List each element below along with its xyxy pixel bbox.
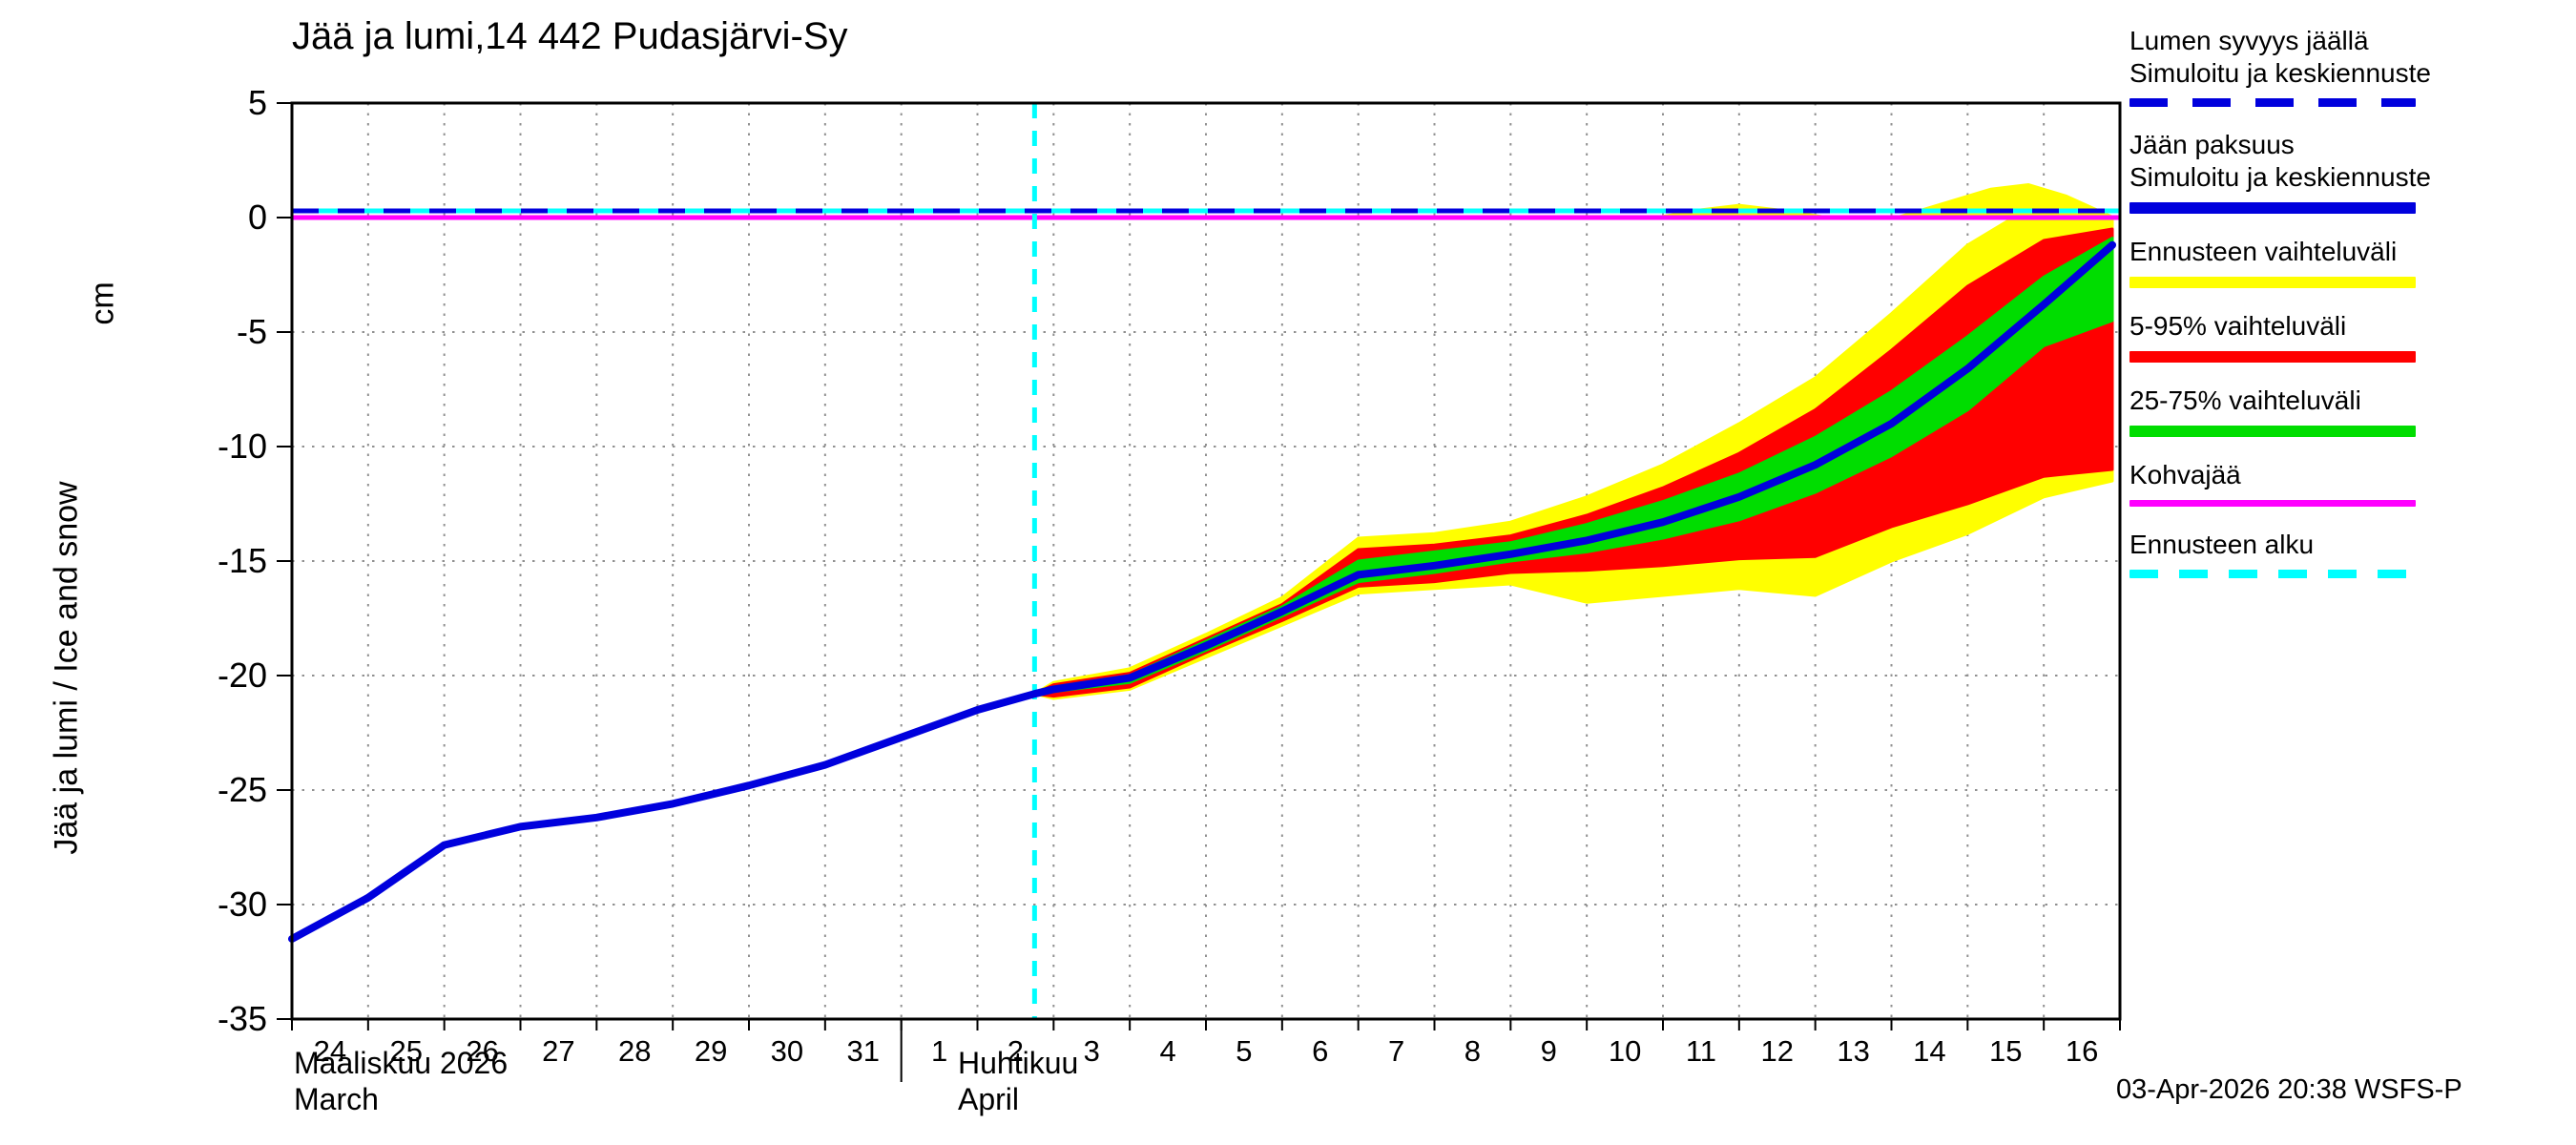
legend-item-ice-thickness: Jään paksuus Simuloitu ja keskiennuste	[2129, 129, 2576, 214]
x-tick-label: 7	[1388, 1034, 1404, 1068]
band-range-5-95	[1032, 227, 2114, 698]
x-tick-label: 10	[1609, 1034, 1641, 1068]
chart-title: Jää ja lumi,14 442 Pudasjärvi-Sy	[292, 15, 848, 57]
x-tick-label: 27	[542, 1034, 574, 1068]
legend-item-forecast-start: Ennusteen alku	[2129, 529, 2576, 578]
x-tick-label: 29	[695, 1034, 727, 1068]
x-tick-label: 1	[931, 1034, 947, 1068]
legend-label: 25-75% vaihteluväli	[2129, 385, 2361, 415]
ice-thickness-line	[288, 240, 2117, 943]
legend-item-25-75-range: 25-75% vaihteluväli	[2129, 385, 2576, 437]
x-tick-label: 13	[1837, 1034, 1869, 1068]
y-tick-label: 5	[248, 83, 267, 122]
band-range-25-75	[1032, 237, 2114, 696]
x-tick-label: 16	[2066, 1034, 2098, 1068]
legend-line-sample-red	[2129, 351, 2416, 363]
x-tick-label: 28	[618, 1034, 651, 1068]
x-tick-label: 15	[1989, 1034, 2022, 1068]
y-tick-label: -15	[218, 541, 267, 580]
x-tick-label: 6	[1312, 1034, 1328, 1068]
y-tick-label: -20	[218, 656, 267, 695]
legend-label: Jään paksuus	[2129, 130, 2295, 159]
legend-line-sample-green	[2129, 426, 2416, 437]
x-tick-label: 30	[771, 1034, 803, 1068]
x-axis-month-label-fi-march: Maaliskuu 2026	[294, 1046, 509, 1080]
x-axis-month-label-en-march: March	[294, 1082, 379, 1116]
x-tick-label: 25	[390, 1034, 423, 1068]
x-tick-label: 9	[1541, 1034, 1557, 1068]
legend-item-5-95-range: 5-95% vaihteluväli	[2129, 310, 2576, 363]
legend-line-sample-yellow	[2129, 277, 2416, 288]
legend-line-sample-cyan-dashed	[2129, 570, 2416, 578]
legend-item-kohvajaa: Kohvajää	[2129, 459, 2576, 507]
y-axis-unit-label: cm	[84, 281, 121, 325]
x-tick-label: 5	[1236, 1034, 1252, 1068]
legend-label: Simuloitu ja keskiennuste	[2129, 58, 2431, 88]
x-tick-label: 4	[1159, 1034, 1175, 1068]
y-axis-label: Jää ja lumi / Ice and snow	[48, 481, 85, 855]
generation-timestamp: 03-Apr-2026 20:38 WSFS-P	[2116, 1074, 2462, 1105]
legend-label: Ennusteen vaihteluväli	[2129, 237, 2398, 266]
y-tick-label: -30	[218, 885, 267, 924]
x-tick-label: 12	[1761, 1034, 1794, 1068]
y-tick-label: -25	[218, 770, 267, 809]
x-axis-month-label-en-april: April	[958, 1082, 1020, 1116]
x-tick-label: 14	[1913, 1034, 1945, 1068]
legend-label: 5-95% vaihteluväli	[2129, 311, 2347, 341]
legend-label: Kohvajää	[2129, 460, 2241, 489]
y-tick-label: -10	[218, 427, 267, 466]
legend-line-sample-blue-dashed	[2129, 98, 2416, 107]
legend-item-forecast-range: Ennusteen vaihteluväli	[2129, 236, 2576, 288]
x-tick-label: 2	[1008, 1034, 1024, 1068]
x-tick-label: 31	[847, 1034, 880, 1068]
plot-border	[290, 101, 2122, 1021]
x-tick-label: 3	[1084, 1034, 1100, 1068]
legend-item-snow-depth: Lumen syvyys jäällä Simuloitu ja keskien…	[2129, 25, 2576, 107]
y-tick-label: -35	[218, 999, 267, 1038]
legend-line-sample-blue-solid	[2129, 202, 2416, 214]
legend-label: Ennusteen alku	[2129, 530, 2315, 559]
x-tick-label: 11	[1686, 1034, 1716, 1068]
y-tick-label: 0	[248, 198, 267, 237]
legend-label: Lumen syvyys jäällä	[2129, 26, 2369, 55]
x-tick-label: 26	[466, 1034, 498, 1068]
legend-line-sample-magenta	[2129, 500, 2416, 507]
x-axis-month-label-fi-april: Huhtikuu	[958, 1046, 1079, 1080]
legend: Lumen syvyys jäällä Simuloitu ja keskien…	[2129, 25, 2576, 600]
y-tick-label: -5	[237, 312, 267, 351]
x-tick-label: 24	[314, 1034, 346, 1068]
legend-label: Simuloitu ja keskiennuste	[2129, 162, 2431, 192]
x-tick-label: 8	[1465, 1034, 1481, 1068]
